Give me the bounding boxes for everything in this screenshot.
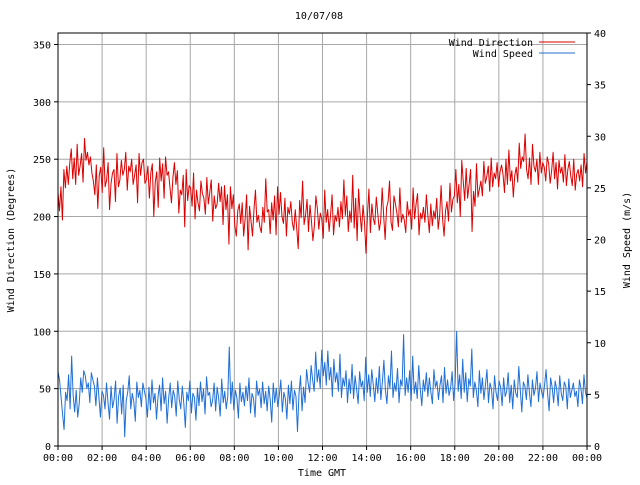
series-layer: [57, 133, 588, 438]
y-left-tick-label: 100: [33, 327, 51, 338]
right-axis-ticks: 0 5 10 15 20 25 30 35 40: [587, 29, 606, 453]
x-tick-label: 00:00: [572, 453, 602, 464]
grid-lines: [58, 33, 587, 446]
chart-title: 10/07/08: [295, 11, 343, 22]
x-axis-label: Time GMT: [298, 468, 346, 479]
x-tick-label: 22:00: [528, 453, 558, 464]
x-tick-label: 20:00: [484, 453, 514, 464]
x-tick-label: 16:00: [396, 453, 426, 464]
y-left-tick-label: 250: [33, 155, 51, 166]
x-tick-label: 18:00: [440, 453, 470, 464]
x-tick-label: 00:00: [43, 453, 73, 464]
y-left-tick-label: 200: [33, 213, 51, 224]
y-right-tick-label: 0: [594, 442, 600, 453]
legend-label-wind-direction: Wind Direction: [449, 38, 533, 49]
x-tick-label: 02:00: [87, 453, 117, 464]
x-axis-ticks: 00:00 02:00 04:00 06:00 08:00 10:00 12:00 14:00…: [43, 446, 602, 464]
y-axis-right-label: Wind Speed (m/s): [622, 192, 633, 288]
y-left-tick-label: 350: [33, 40, 51, 51]
x-tick-label: 08:00: [219, 453, 249, 464]
series-line-wind-direction: [57, 133, 588, 254]
x-tick-label: 04:00: [131, 453, 161, 464]
y-right-tick-label: 35: [594, 81, 606, 92]
x-tick-label: 14:00: [352, 453, 382, 464]
legend-label-wind-speed: Wind Speed: [473, 49, 533, 60]
y-left-tick-label: 0: [45, 442, 51, 453]
x-tick-label: 06:00: [175, 453, 205, 464]
y-right-tick-label: 40: [594, 29, 606, 40]
y-left-tick-label: 150: [33, 270, 51, 281]
x-tick-label: 12:00: [307, 453, 337, 464]
series-line-wind-speed: [57, 330, 588, 438]
y-right-tick-label: 10: [594, 339, 606, 350]
y-right-tick-label: 20: [594, 236, 606, 247]
y-right-tick-label: 15: [594, 287, 606, 298]
y-axis-left-label: Wind Direction (Degrees): [6, 168, 17, 313]
y-left-tick-label: 300: [33, 98, 51, 109]
x-tick-label: 10:00: [263, 453, 293, 464]
legend: Wind Direction Wind Speed: [449, 38, 575, 60]
y-right-tick-label: 25: [594, 184, 606, 195]
y-left-tick-label: 50: [39, 385, 51, 396]
left-axis-ticks: 0 50 100 150 200 250 300 350: [33, 40, 58, 453]
y-right-tick-label: 30: [594, 132, 606, 143]
y-right-tick-label: 5: [594, 390, 600, 401]
